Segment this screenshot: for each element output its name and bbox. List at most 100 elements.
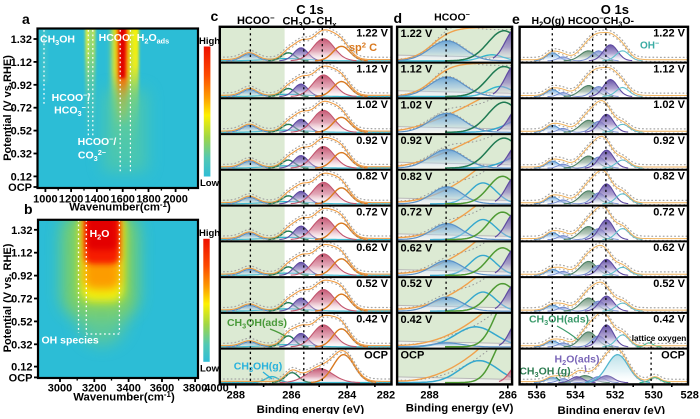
svg-text:CHx​: CHx​ bbox=[316, 16, 337, 29]
svg-text:534: 534 bbox=[566, 389, 585, 401]
svg-text:0.12: 0.12 bbox=[11, 362, 32, 374]
svg-text:0.42 V: 0.42 V bbox=[401, 314, 433, 326]
svg-text:282: 282 bbox=[377, 389, 395, 401]
svg-text:HCOO−​: HCOO−​ bbox=[99, 31, 135, 44]
svg-text:CH3​OH(ads): CH3​OH(ads) bbox=[227, 317, 287, 330]
svg-text:OCP: OCP bbox=[8, 182, 32, 194]
svg-text:Low: Low bbox=[200, 364, 220, 375]
svg-text:lattice oxygen: lattice oxygen bbox=[632, 334, 687, 343]
svg-text:1.12 V: 1.12 V bbox=[401, 64, 433, 76]
svg-text:1.02 V: 1.02 V bbox=[653, 99, 685, 111]
svg-text:Wavenumber(cm-1​): Wavenumber(cm-1​) bbox=[73, 390, 175, 404]
svg-text:Binding energy (eV): Binding energy (eV) bbox=[558, 405, 666, 414]
svg-text:b: b bbox=[24, 201, 33, 217]
svg-text:1.22 V: 1.22 V bbox=[401, 28, 433, 40]
svg-text:Binding energy (eV): Binding energy (eV) bbox=[406, 402, 514, 414]
svg-text:0.82 V: 0.82 V bbox=[653, 171, 685, 183]
svg-text:0.92 V: 0.92 V bbox=[653, 135, 685, 147]
svg-text:O 1s: O 1s bbox=[601, 2, 629, 17]
svg-text:HCOO−​: HCOO−​ bbox=[568, 14, 604, 27]
svg-text:536: 536 bbox=[528, 389, 546, 401]
svg-text:OCP: OCP bbox=[661, 349, 685, 361]
svg-text:CH3​O-: CH3​O- bbox=[282, 16, 315, 29]
svg-text:a: a bbox=[22, 11, 30, 27]
svg-text:CH3​OH: CH3​OH bbox=[40, 34, 75, 47]
svg-text:0.92 V: 0.92 V bbox=[401, 135, 433, 147]
svg-text:1.12 V: 1.12 V bbox=[356, 63, 388, 75]
svg-text:0.62 V: 0.62 V bbox=[356, 242, 388, 254]
svg-text:H2​O(ads): H2​O(ads) bbox=[555, 354, 600, 367]
svg-text:1800: 1800 bbox=[136, 194, 160, 206]
svg-text:c: c bbox=[211, 8, 219, 24]
svg-text:0.52: 0.52 bbox=[11, 126, 32, 138]
svg-text:0.72 V: 0.72 V bbox=[356, 206, 388, 218]
svg-text:OCP: OCP bbox=[9, 372, 33, 384]
svg-text:0.72 V: 0.72 V bbox=[653, 206, 685, 218]
svg-text:C 1s: C 1s bbox=[296, 2, 323, 17]
svg-text:1600: 1600 bbox=[110, 194, 134, 206]
svg-text:1.02 V: 1.02 V bbox=[401, 99, 433, 111]
svg-text:1.12 V: 1.12 V bbox=[653, 63, 685, 75]
svg-text:0.52 V: 0.52 V bbox=[653, 278, 685, 290]
svg-text:1.32: 1.32 bbox=[11, 225, 32, 237]
svg-text:High: High bbox=[199, 36, 220, 47]
svg-text:1.12: 1.12 bbox=[11, 57, 32, 69]
svg-text:High: High bbox=[199, 228, 220, 239]
svg-text:0.92 V: 0.92 V bbox=[356, 135, 388, 147]
svg-text:0.52: 0.52 bbox=[11, 316, 32, 328]
svg-text:HCOO−​/: HCOO−​/ bbox=[78, 135, 117, 148]
svg-text:HCOO−​: HCOO−​ bbox=[434, 10, 470, 23]
svg-text:530: 530 bbox=[645, 389, 663, 401]
svg-text:0.42 V: 0.42 V bbox=[356, 314, 388, 326]
svg-text:e: e bbox=[512, 11, 520, 27]
svg-text:HCOO−​/: HCOO−​/ bbox=[52, 91, 91, 104]
svg-text:2000: 2000 bbox=[163, 194, 187, 206]
svg-text:1.32: 1.32 bbox=[11, 34, 32, 46]
svg-text:0.92: 0.92 bbox=[11, 80, 32, 92]
svg-text:1.02 V: 1.02 V bbox=[356, 99, 388, 111]
svg-text:H2​O(g): H2​O(g) bbox=[531, 15, 564, 28]
svg-text:Potential (V vs.RHE): Potential (V vs.RHE) bbox=[2, 55, 14, 161]
svg-text:288: 288 bbox=[227, 389, 245, 401]
svg-text:Wavenumber(cm-1​): Wavenumber(cm-1​) bbox=[69, 200, 171, 214]
svg-text:0.62 V: 0.62 V bbox=[653, 242, 685, 254]
svg-text:OH species: OH species bbox=[42, 335, 99, 347]
svg-text:1000: 1000 bbox=[33, 194, 57, 206]
svg-text:0.52 V: 0.52 V bbox=[356, 278, 388, 290]
svg-text:OCP: OCP bbox=[364, 349, 388, 361]
svg-text:HCO3​−​: HCO3​−​ bbox=[54, 103, 86, 118]
svg-text:0.72 V: 0.72 V bbox=[401, 207, 433, 219]
svg-text:0.62 V: 0.62 V bbox=[401, 242, 433, 254]
svg-text:0.92: 0.92 bbox=[11, 271, 32, 283]
svg-text:CO3​2−​: CO3​2−​ bbox=[78, 148, 106, 163]
svg-text:532: 532 bbox=[606, 389, 624, 401]
svg-text:H2​Oads​: H2​Oads​ bbox=[137, 32, 169, 45]
svg-text:0.32: 0.32 bbox=[11, 149, 32, 161]
svg-text:CH3​OH(g): CH3​OH(g) bbox=[234, 361, 282, 374]
svg-text:1200: 1200 bbox=[59, 194, 83, 206]
svg-text:OCP: OCP bbox=[401, 350, 425, 362]
svg-text:286: 286 bbox=[499, 389, 517, 401]
svg-text:0.82 V: 0.82 V bbox=[401, 171, 433, 183]
svg-text:CH3​OH(ads): CH3​OH(ads) bbox=[529, 314, 589, 327]
svg-text:1400: 1400 bbox=[85, 194, 109, 206]
svg-text:Low: Low bbox=[200, 178, 220, 189]
svg-text:0.42 V: 0.42 V bbox=[653, 314, 685, 326]
svg-text:3000: 3000 bbox=[48, 383, 72, 395]
svg-text:3400: 3400 bbox=[116, 383, 140, 395]
svg-text:0.82 V: 0.82 V bbox=[356, 171, 388, 183]
svg-text:CH3​OH (g): CH3​OH (g) bbox=[519, 366, 570, 379]
svg-text:0.72: 0.72 bbox=[11, 294, 32, 306]
svg-text:Potential (V vs. RHE): Potential (V vs. RHE) bbox=[2, 243, 14, 352]
svg-text:3200: 3200 bbox=[82, 383, 106, 395]
svg-text:d: d bbox=[394, 10, 403, 26]
svg-text:OH−​: OH−​ bbox=[640, 40, 659, 51]
svg-text:sp2​ C: sp2​ C bbox=[349, 41, 377, 55]
svg-text:CH3​O-: CH3​O- bbox=[603, 15, 634, 28]
svg-text:HCOO−​: HCOO−​ bbox=[237, 14, 275, 28]
svg-text:0.12: 0.12 bbox=[11, 171, 32, 183]
svg-text:0.52 V: 0.52 V bbox=[401, 278, 433, 290]
svg-text:288: 288 bbox=[420, 389, 438, 401]
svg-text:H2​O: H2​O bbox=[90, 228, 110, 241]
svg-text:0.32: 0.32 bbox=[11, 339, 32, 351]
